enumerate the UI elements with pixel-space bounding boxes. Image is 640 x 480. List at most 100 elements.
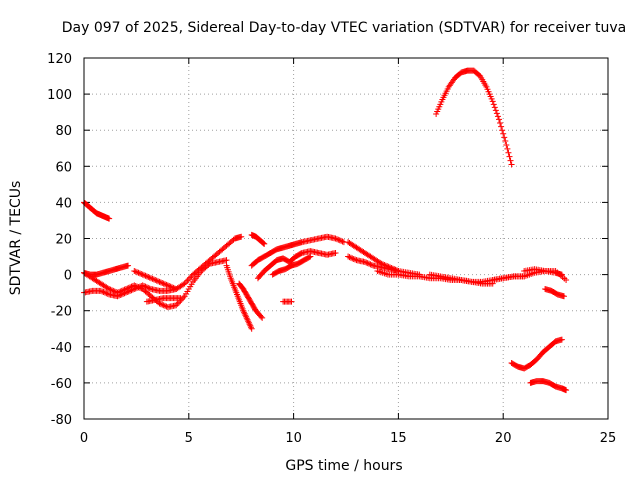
data-point-fill — [170, 284, 177, 291]
data-point-fill — [166, 283, 173, 290]
data-point-fill — [132, 268, 139, 275]
data-point-fill — [259, 239, 266, 246]
data-point-fill — [138, 270, 145, 277]
data-point-fill — [346, 254, 353, 261]
series-arc-04 — [81, 257, 230, 311]
y-tick-label: 0 — [64, 269, 72, 284]
data-point-fill — [506, 153, 513, 160]
data-point-fill — [121, 286, 128, 293]
data-point — [106, 215, 113, 222]
series-arc-08 — [236, 280, 266, 321]
data-point-fill — [159, 301, 166, 308]
data-point-fill — [142, 272, 149, 279]
data-point-fill — [150, 276, 157, 283]
data-point — [508, 161, 515, 168]
data-point-fill — [136, 284, 143, 291]
data-point-fill — [108, 287, 115, 294]
data-point-fill — [110, 287, 117, 294]
data-point-fill — [149, 275, 156, 282]
data-point-fill — [500, 130, 507, 137]
x-axis-ticks: 0 5 10 15 20 25 — [80, 58, 616, 446]
data-point-fill — [339, 238, 346, 245]
data-point-fill — [178, 296, 185, 303]
data-point-fill — [498, 123, 505, 130]
x-tick-label: 5 — [185, 431, 193, 446]
data-point-fill — [118, 287, 125, 294]
data-point-fill — [125, 284, 132, 291]
data-point — [131, 282, 138, 289]
data-point-fill — [124, 285, 131, 292]
data-point — [563, 387, 570, 394]
data-markers — [81, 67, 570, 394]
data-point-fill — [162, 302, 169, 309]
data-point-fill — [120, 287, 127, 294]
data-point-fill — [505, 149, 512, 156]
data-point-fill — [333, 236, 340, 243]
data-point-fill — [157, 301, 164, 308]
data-point — [502, 138, 509, 145]
data-point — [106, 286, 113, 293]
data-point — [345, 253, 352, 260]
data-point-fill — [490, 101, 497, 108]
data-point-fill — [127, 284, 134, 291]
y-tick-label: 60 — [55, 160, 72, 175]
data-point-fill — [132, 283, 139, 290]
data-point — [259, 314, 266, 321]
data-point — [238, 233, 245, 240]
data-point — [97, 287, 104, 294]
y-axis-ticks: -80 -60 -40 -20 0 20 40 60 80 100 120 — [47, 52, 608, 428]
data-point-fill — [135, 284, 142, 291]
series-arc-01 — [81, 199, 113, 222]
data-point-fill — [501, 134, 508, 141]
y-tick-label: -40 — [51, 341, 72, 356]
data-point-fill — [146, 285, 153, 292]
data-point-fill — [367, 261, 374, 268]
data-point-fill — [115, 289, 122, 296]
data-point-fill — [364, 260, 371, 267]
data-point-fill — [350, 255, 357, 262]
data-point-fill — [160, 280, 167, 287]
x-tick-label: 15 — [390, 431, 407, 446]
data-point-fill — [335, 236, 342, 243]
data-point — [173, 286, 180, 293]
data-point-fill — [306, 254, 313, 261]
data-point — [156, 278, 163, 285]
y-tick-label: 120 — [47, 52, 72, 67]
data-point — [164, 282, 171, 289]
data-point-fill — [135, 269, 142, 276]
data-point-fill — [260, 240, 267, 247]
data-point-fill — [507, 157, 514, 164]
data-point-fill — [363, 259, 370, 266]
data-point-fill — [134, 283, 141, 290]
data-point-fill — [185, 276, 192, 283]
data-point-fill — [136, 270, 143, 277]
data-point-fill — [336, 237, 343, 244]
series-arc-10 — [248, 231, 268, 247]
series-arc-20 — [508, 336, 565, 372]
data-point — [223, 257, 230, 264]
series-arc-05 — [131, 267, 180, 293]
data-point — [558, 271, 565, 278]
y-tick-label: -20 — [51, 305, 72, 320]
data-point — [489, 98, 496, 105]
data-point-fill — [503, 141, 510, 148]
data-point — [131, 267, 138, 274]
data-point — [332, 235, 339, 242]
y-tick-label: -60 — [51, 377, 72, 392]
data-point-fill — [492, 107, 499, 114]
data-point — [125, 262, 132, 269]
series-arc-22 — [521, 266, 565, 278]
data-point-fill — [100, 289, 107, 296]
data-point-fill — [111, 288, 118, 295]
x-axis-label: GPS time / hours — [285, 458, 402, 474]
series-arc-12 — [269, 253, 314, 278]
data-point-fill — [159, 280, 166, 287]
data-point — [148, 275, 155, 282]
data-point — [122, 286, 129, 293]
data-point-fill — [338, 237, 345, 244]
data-point-fill — [101, 289, 108, 296]
data-point-fill — [171, 285, 178, 292]
data-point — [361, 258, 368, 265]
data-point-fill — [146, 274, 153, 281]
